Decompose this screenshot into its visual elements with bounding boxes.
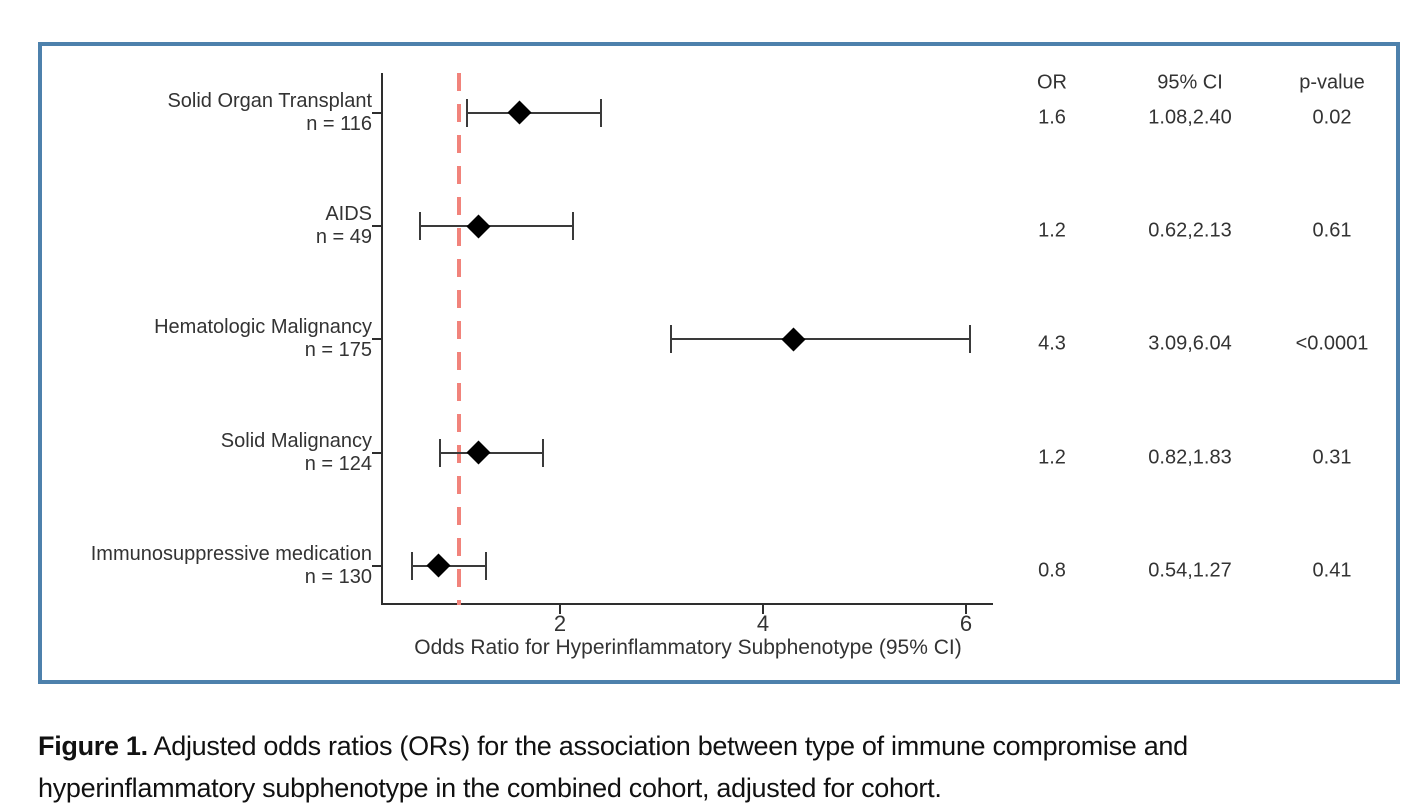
row-name: Immunosuppressive medication [90, 542, 372, 565]
y-axis-tick [372, 451, 381, 454]
ci-error-bar [466, 111, 601, 114]
row-category-label: Solid Malignancy n = 124 [221, 430, 372, 476]
row-n-count: n = 124 [304, 452, 372, 475]
ci-error-bar [419, 225, 574, 228]
or-point-diamond [426, 553, 451, 578]
stat-or-value: 1.2 [1038, 446, 1066, 469]
row-name: AIDS [325, 203, 372, 226]
x-axis-tick [965, 605, 967, 614]
y-axis-tick [372, 225, 381, 228]
stat-p-value: 0.41 [1312, 559, 1352, 582]
ci-lower-cap [669, 325, 672, 354]
ci-lower-cap [465, 98, 468, 127]
ci-upper-cap [969, 325, 972, 354]
ci-error-bar [440, 451, 543, 454]
reference-line [456, 73, 461, 605]
stat-ci-value: 3.09,6.04 [1148, 332, 1232, 355]
row-category-label: Solid Organ Transplant n = 116 [167, 90, 372, 136]
y-axis-tick [372, 564, 381, 567]
ci-upper-cap [599, 98, 602, 127]
ci-upper-cap [541, 438, 544, 467]
stat-p-value: 0.61 [1312, 219, 1352, 242]
row-category-label: AIDS n = 49 [316, 203, 372, 249]
x-axis [381, 603, 993, 605]
stat-or-value: 4.3 [1038, 332, 1066, 355]
row-name: Solid Organ Transplant [167, 89, 372, 112]
ci-lower-cap [439, 438, 442, 467]
row-category-label: Immunosuppressive medication n = 130 [91, 543, 372, 589]
or-point-diamond [466, 214, 491, 239]
ci-lower-cap [410, 551, 413, 580]
stat-ci-value: 0.82,1.83 [1148, 446, 1232, 469]
stat-p-value: 0.02 [1312, 106, 1352, 129]
figure-caption: Figure 1. Adjusted odds ratios (ORs) for… [38, 725, 1412, 809]
y-axis-tick [372, 111, 381, 114]
ci-lower-cap [418, 212, 421, 241]
row-name: Hematologic Malignancy [154, 316, 372, 339]
or-point-diamond [781, 327, 806, 352]
stats-column-header: 95% CI [1157, 71, 1223, 94]
stats-column-header: p-value [1299, 71, 1365, 94]
x-axis-tick-label: 6 [959, 611, 973, 636]
row-n-count: n = 49 [315, 226, 372, 249]
stat-or-value: 1.6 [1038, 106, 1066, 129]
figure-caption-label: Figure 1. [38, 731, 148, 761]
x-axis-tick [762, 605, 764, 614]
x-axis-tick-label: 4 [756, 611, 770, 636]
x-axis-tick [559, 605, 561, 614]
ci-upper-cap [484, 551, 487, 580]
row-n-count: n = 130 [304, 565, 372, 588]
stat-ci-value: 1.08,2.40 [1148, 106, 1232, 129]
x-axis-tick-label: 2 [553, 611, 567, 636]
figure-caption-text: Adjusted odds ratios (ORs) for the assoc… [38, 731, 1188, 803]
y-axis-tick [372, 338, 381, 341]
or-point-diamond [466, 440, 491, 465]
or-point-diamond [507, 100, 532, 125]
row-name: Solid Malignancy [220, 429, 372, 452]
stat-p-value: <0.0001 [1295, 332, 1369, 355]
stat-ci-value: 0.54,1.27 [1148, 559, 1232, 582]
x-axis-title: Odds Ratio for Hyperinflammatory Subphen… [414, 636, 962, 659]
ci-error-bar [670, 338, 971, 341]
stats-column-header: OR [1037, 71, 1067, 94]
row-n-count: n = 175 [304, 339, 372, 362]
y-axis [381, 73, 383, 605]
ci-upper-cap [572, 212, 575, 241]
figure-panel [38, 42, 1400, 684]
row-n-count: n = 116 [306, 112, 372, 135]
stat-ci-value: 0.62,2.13 [1148, 219, 1232, 242]
row-category-label: Hematologic Malignancy n = 175 [154, 316, 372, 362]
stat-or-value: 1.2 [1038, 219, 1066, 242]
stat-p-value: 0.31 [1312, 446, 1352, 469]
stat-or-value: 0.8 [1038, 559, 1066, 582]
